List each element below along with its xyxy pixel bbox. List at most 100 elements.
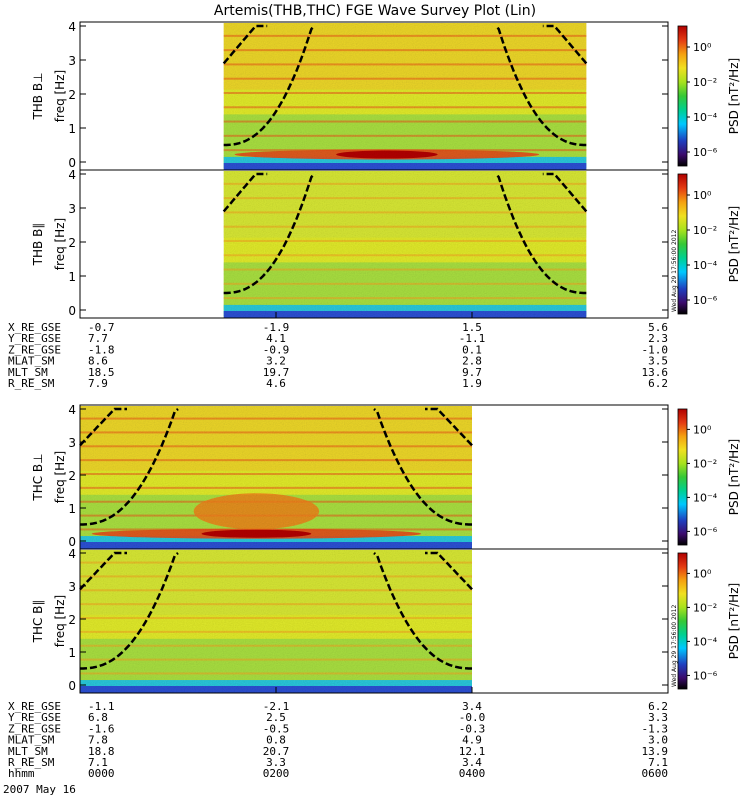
spectrogram-stripe: [80, 459, 472, 462]
plot-title: Artemis(THB,THC) FGE Wave Survey Plot (L…: [214, 3, 536, 19]
y-axis-label: freq [Hz]: [53, 218, 67, 270]
ephemeris-value: 4.9: [462, 734, 482, 747]
panel-probe-label: THB B∥: [31, 223, 45, 267]
ephemeris-value: -1.9: [263, 321, 290, 334]
y-tick-label: 4: [68, 20, 76, 34]
y-tick-label: 2: [68, 88, 76, 102]
y-tick-label: 3: [68, 54, 76, 68]
ephemeris-value: 4.1: [266, 332, 286, 345]
ephemeris-value: 7.1: [88, 756, 108, 769]
y-tick-label: 3: [68, 202, 76, 216]
panel-probe-label: THB B⊥: [31, 72, 45, 120]
spectrogram-stripe: [223, 77, 587, 80]
colorbar-label: PSD [nT²/Hz]: [727, 206, 741, 282]
spectrogram-glow: [193, 493, 320, 530]
y-tick-label: 1: [68, 646, 76, 660]
ephemeris-value: -1.3: [642, 722, 669, 735]
spectrogram-stripe: [80, 417, 472, 420]
spectrogram-stripe: [80, 473, 472, 476]
colorbar-tick-label: 10⁰: [693, 567, 712, 580]
colorbar-tick-label: 10⁻²: [693, 601, 717, 614]
y-axis-label: freq [Hz]: [53, 595, 67, 647]
panel-frame: [79, 548, 669, 694]
spectrogram-stripe: [80, 630, 472, 633]
ephemeris-value: 7.9: [88, 377, 108, 390]
dashed-curve-right-outer: [425, 407, 473, 447]
spectrogram-stripe: [223, 34, 587, 37]
colorbar-tick-label: 10⁻⁴: [693, 111, 718, 124]
y-tick-label: 4: [68, 403, 76, 417]
y-tick-label: 1: [68, 502, 76, 516]
ephemeris-value: -1.8: [88, 343, 115, 356]
dashed-curve-left: [223, 173, 316, 295]
panel-0: 0 1 2 3 4 THB B⊥ freq [Hz] 10⁰ 10⁻² 10⁻⁴ 10⁻⁶ PSD […: [31, 20, 741, 171]
dashed-curve-left: [223, 25, 316, 147]
ephemeris-value: 6.2: [648, 377, 668, 390]
spectrogram-stripe: [223, 282, 587, 285]
ephemeris-value: -0.3: [459, 722, 486, 735]
y-axis-label: freq [Hz]: [53, 451, 67, 503]
colorbar-tick-label: 10⁰: [693, 41, 712, 54]
dashed-curve-right: [494, 173, 587, 295]
spectrogram-stripe: [223, 120, 587, 123]
ephemeris-value: 0200: [263, 767, 290, 780]
dashed-curves: [79, 407, 473, 526]
spectrogram-stripe: [223, 239, 587, 242]
thb-ephemeris-table: X_RE_GSE -0.7 -1.9 1.5 5.6 Y_RE_GSE 7.7 4.1 -1.1…: [8, 321, 668, 390]
colorbar: [677, 552, 688, 690]
ephemeris-value: 2.3: [648, 332, 668, 345]
spectrogram-stripe: [223, 211, 587, 214]
colorbar-tick-label: 10⁻²: [693, 457, 717, 470]
spectrogram-peak-core: [201, 529, 312, 538]
ephemeris-value: -0.7: [88, 321, 115, 334]
dashed-curve-right-outer: [542, 24, 588, 65]
y-tick-label: 0: [68, 535, 76, 549]
ephemeris-label: Y_RE_GSE: [8, 332, 61, 345]
panel-1: 0 1 2 3 4 THB B∥ freq [Hz] 10⁰ 10⁻² 10⁻⁴ 10⁻⁶ PSD […: [31, 168, 741, 319]
y-tick-label: 3: [68, 580, 76, 594]
ephemeris-value: 0000: [88, 767, 115, 780]
ephemeris-value: 2.5: [266, 711, 286, 724]
spectrogram-stripe: [223, 63, 587, 66]
ephemeris-value: 3.0: [648, 734, 668, 747]
spectrogram-stripe: [223, 297, 587, 300]
ephemeris-value: -2.1: [263, 700, 290, 713]
spectrogram-stripe: [80, 431, 472, 434]
colorbar-tick-label: 10⁻⁶: [693, 294, 718, 307]
dashed-curve-right-outer: [425, 551, 473, 591]
spectrogram-stripe: [80, 644, 472, 647]
ephemeris-value: -0.5: [263, 722, 290, 735]
ephemeris-value: -0.9: [263, 343, 290, 356]
ephemeris-label: MLAT_SM: [8, 734, 55, 747]
ephemeris-value: -1.1: [459, 332, 486, 345]
ephemeris-value: 19.7: [263, 366, 290, 379]
spectrogram-low-band: [80, 536, 472, 547]
colorbar-label: PSD [nT²/Hz]: [727, 439, 741, 515]
ephemeris-value: 8.6: [88, 355, 108, 368]
panel-2: 0 1 2 3 4 THC B⊥ freq [Hz] 10⁰ 10⁻² 10⁻⁴ 10⁻⁶ PSD […: [31, 403, 741, 550]
spectrogram-stripe: [80, 561, 472, 564]
y-tick-label: 4: [68, 168, 76, 182]
ephemeris-value: 6.2: [648, 700, 668, 713]
ephemeris-label: MLT_SM: [8, 366, 48, 379]
dashed-curves: [79, 551, 473, 670]
y-tick-label: 2: [68, 613, 76, 627]
colorbar-label: PSD [nT²/Hz]: [727, 58, 741, 134]
ephemeris-value: 3.3: [648, 711, 668, 724]
y-tick-label: 0: [68, 679, 76, 693]
ephemeris-label: X_RE_GSE: [8, 321, 61, 334]
panel-frame: [79, 169, 669, 319]
ephemeris-value: 5.6: [648, 321, 668, 334]
colorbar-tick-label: 10⁻⁶: [693, 669, 718, 682]
ephemeris-value: 7.7: [88, 332, 108, 345]
spectrogram-stripe: [80, 445, 472, 448]
ephemeris-value: 0.1: [462, 343, 482, 356]
spectrogram-stripe: [80, 617, 472, 620]
spectrogram-stripe: [223, 91, 587, 94]
y-tick-label: 2: [68, 236, 76, 250]
dashed-curve-left: [80, 552, 179, 670]
ephemeris-value: 3.4: [462, 756, 482, 769]
spectrogram-image: [80, 550, 472, 693]
